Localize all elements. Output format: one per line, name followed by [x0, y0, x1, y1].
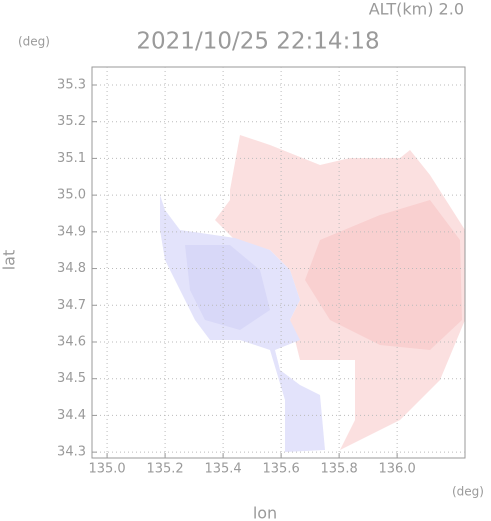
y-tick-label: 34.4 — [57, 408, 86, 423]
x-tick-label: 135.8 — [321, 462, 358, 477]
y-tick-label: 35.2 — [57, 114, 86, 129]
x-tick-label: 135.2 — [146, 462, 183, 477]
y-tick-label: 35.3 — [57, 77, 86, 92]
chart-title: 2021/10/25 22:14:18 — [136, 29, 379, 55]
y-tick-label: 34.3 — [57, 445, 86, 460]
velocity-field — [160, 135, 465, 452]
y-tick-label: 34.6 — [57, 334, 86, 349]
y-tick-label: 34.5 — [57, 371, 86, 386]
plot-frame — [91, 66, 466, 459]
y-axis-label: lat — [0, 250, 19, 271]
x-tick-label: 135.4 — [204, 462, 241, 477]
y-tick-label: 35.0 — [57, 188, 86, 203]
altitude: ALT(km) 2.0 — [369, 0, 464, 19]
x-tick-label: 136.0 — [379, 462, 416, 477]
y-tick-label: 34.7 — [57, 298, 86, 313]
x-tick-label: 135.0 — [88, 462, 125, 477]
x-axis-label: lon — [253, 504, 277, 521]
y-tick-label: 34.8 — [57, 261, 86, 276]
x-unit: (deg) — [452, 485, 484, 499]
y-tick-label: 34.9 — [57, 224, 86, 239]
y-unit: (deg) — [18, 35, 50, 49]
x-tick-label: 135.6 — [263, 462, 300, 477]
y-tick-label: 35.1 — [57, 151, 86, 166]
